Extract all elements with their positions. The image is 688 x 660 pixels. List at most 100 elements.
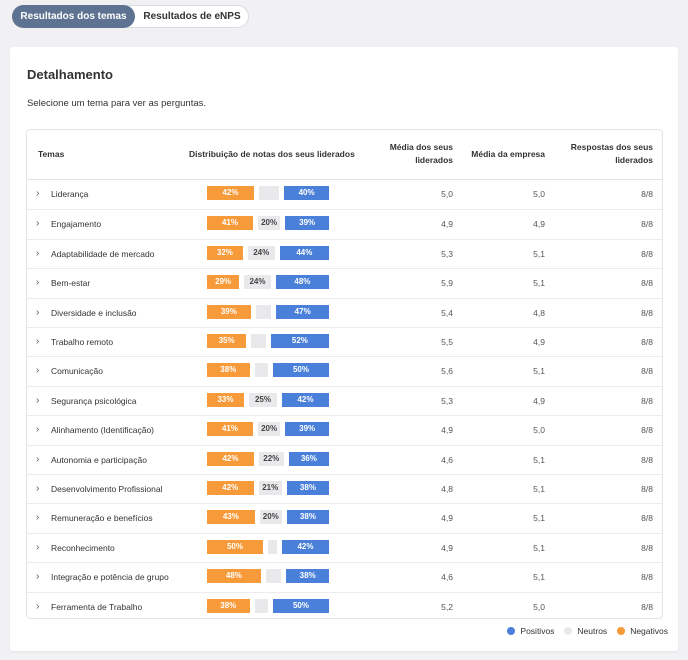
distribution-bar: 42% 40% <box>207 186 329 200</box>
table-row[interactable]: › Segurança psicológica 33% 25% 42% 5,3 4,9 8/8 <box>27 385 662 415</box>
header-avg-team-line1: Média dos seus <box>389 142 453 152</box>
chevron-right-icon[interactable]: › <box>36 512 40 524</box>
header-responses: Respostas dos seus liderados <box>571 141 653 167</box>
chevron-right-icon[interactable]: › <box>36 600 40 612</box>
neutral-segment: 22% <box>259 451 284 466</box>
themes-table: Temas Distribuição de notas dos seus lid… <box>26 129 663 619</box>
table-row[interactable]: › Ferramenta de Trabalho 38% 50% 5,2 5,0 8/8 <box>27 591 662 621</box>
chevron-right-icon[interactable]: › <box>36 424 40 436</box>
neutral-segment <box>268 539 277 554</box>
legend: Positivos Neutros Negativos <box>497 626 668 636</box>
responses-value: 8/8 <box>641 337 653 347</box>
negative-segment: 50% <box>207 539 263 554</box>
header-avg-company: Média da empresa <box>471 149 545 159</box>
legend-label: Negativos <box>630 626 668 636</box>
table-row[interactable]: › Desenvolvimento Profissional 42% 21% 38% 4,… <box>27 474 662 503</box>
avg-team-value: 5,6 <box>441 366 453 377</box>
header-avg-team: Média dos seus liderados <box>390 141 453 167</box>
chevron-right-icon[interactable]: › <box>36 571 40 583</box>
chevron-right-icon[interactable]: › <box>36 306 40 318</box>
distribution-bar: 41% 20% 39% <box>207 422 329 437</box>
legend-item: Positivos <box>507 626 554 636</box>
neutral-segment: 24% <box>247 245 275 260</box>
chevron-right-icon[interactable]: › <box>36 336 40 347</box>
table-row[interactable]: › Adaptabilidade de mercado 32% 24% 44% 5,3 5,… <box>27 238 662 268</box>
avg-team-value: 4,6 <box>441 454 453 465</box>
table-row[interactable]: › Bem-estar 29% 24% 48% 5,9 5,1 8/8 <box>27 268 662 297</box>
negative-segment: 42% <box>207 186 254 200</box>
avg-team-value: 4,9 <box>441 219 453 230</box>
chevron-right-icon[interactable]: › <box>36 541 40 553</box>
negative-segment: 42% <box>207 481 254 495</box>
tab-resultados-dos-temas[interactable]: Resultados dos temas <box>12 5 135 28</box>
avg-team-value: 5,5 <box>441 337 453 347</box>
responses-value: 8/8 <box>641 219 653 230</box>
positive-segment: 38% <box>286 569 329 584</box>
responses-value: 8/8 <box>641 189 653 199</box>
positive-segment: 39% <box>285 422 329 437</box>
theme-name: Bem-estar <box>51 278 91 289</box>
responses-value: 8/8 <box>641 307 653 318</box>
negative-segment: 48% <box>207 569 261 584</box>
table-row[interactable]: › Integração e potência de grupo 48% 38% 4,6… <box>27 562 662 591</box>
positive-segment: 39% <box>285 216 329 231</box>
table-row[interactable]: › Trabalho remoto 35% 52% 5,5 4,9 8/8 <box>27 327 662 356</box>
positive-segment: 38% <box>286 481 329 495</box>
table-row[interactable]: › Reconhecimento 50% 42% 4,9 5,1 8/8 <box>27 532 662 562</box>
table-row[interactable]: › Engajamento 41% 20% 39% 4,9 4,9 8/8 <box>27 209 662 238</box>
table-row[interactable]: › Diversidade e inclusão 39% 47% 5,4 4,8 8/8 <box>27 297 662 327</box>
neutral-segment <box>254 363 268 378</box>
neutral-segment <box>254 598 268 613</box>
avg-company-value: 5,0 <box>533 425 545 436</box>
chevron-right-icon[interactable]: › <box>36 394 40 406</box>
theme-name: Reconhecimento <box>51 542 115 553</box>
chevron-right-icon[interactable]: › <box>36 453 40 465</box>
avg-company-value: 4,8 <box>533 307 545 318</box>
header-avg-team-line2: liderados <box>415 155 453 165</box>
theme-name: Integração e potência de grupo <box>51 572 169 583</box>
header-divider <box>27 179 662 180</box>
table-row[interactable]: › Remuneração e benefícios 43% 20% 38% 4,9 5,1… <box>27 503 662 532</box>
neutral-segment: 20% <box>257 216 281 231</box>
negative-segment: 41% <box>207 422 253 437</box>
distribution-bar: 43% 20% 38% <box>207 510 329 525</box>
neutral-segment: 24% <box>244 275 271 290</box>
avg-company-value: 5,1 <box>533 248 545 259</box>
distribution-bar: 50% 42% <box>207 539 329 554</box>
table-row[interactable]: › Alinhamento (Identificação) 41% 20% 39% 4,9… <box>27 415 662 444</box>
chevron-right-icon[interactable]: › <box>36 188 40 199</box>
avg-company-value: 5,0 <box>533 189 545 199</box>
negative-segment: 41% <box>207 216 253 231</box>
chevron-right-icon[interactable]: › <box>36 277 40 289</box>
chevron-right-icon[interactable]: › <box>36 247 40 259</box>
theme-name: Diversidade e inclusão <box>51 307 137 318</box>
distribution-bar: 33% 25% 42% <box>207 392 329 407</box>
legend-label: Neutros <box>577 626 608 636</box>
distribution-bar: 48% 38% <box>207 569 329 584</box>
theme-name: Trabalho remoto <box>51 337 114 347</box>
avg-company-value: 5,1 <box>533 484 545 494</box>
legend-item: Negativos <box>617 626 668 636</box>
distribution-bar: 42% 21% 38% <box>207 481 329 495</box>
avg-company-value: 5,1 <box>533 454 545 465</box>
legend-item: Neutros <box>564 626 607 636</box>
chevron-right-icon[interactable]: › <box>36 218 40 230</box>
neutral-segment <box>259 186 280 200</box>
tab-resultados-de-enps[interactable]: Resultados de eNPS <box>143 11 241 22</box>
responses-value: 8/8 <box>641 513 653 524</box>
header-distribution: Distribuição de notas dos seus liderados <box>189 149 355 159</box>
chevron-right-icon[interactable]: › <box>36 365 40 377</box>
distribution-bar: 29% 24% 48% <box>207 275 329 290</box>
table-row[interactable]: › Liderança 42% 40% 5,0 5,0 8/8 <box>27 180 662 209</box>
neutral-segment: 21% <box>258 481 282 495</box>
responses-value: 8/8 <box>641 395 653 406</box>
negative-segment: 42% <box>207 451 254 466</box>
chevron-right-icon[interactable]: › <box>36 483 40 494</box>
table-row[interactable]: › Comunicação 38% 50% 5,6 5,1 8/8 <box>27 356 662 385</box>
table-row[interactable]: › Autonomia e participação 42% 22% 36% 4,6 5,1… <box>27 444 662 474</box>
distribution-bar: 39% 47% <box>207 304 329 319</box>
avg-team-value: 4,8 <box>441 484 453 494</box>
tab-switcher: Resultados dos temas Resultados de eNPS <box>12 5 249 28</box>
dot-icon <box>617 627 626 635</box>
neutral-segment: 20% <box>259 510 282 525</box>
